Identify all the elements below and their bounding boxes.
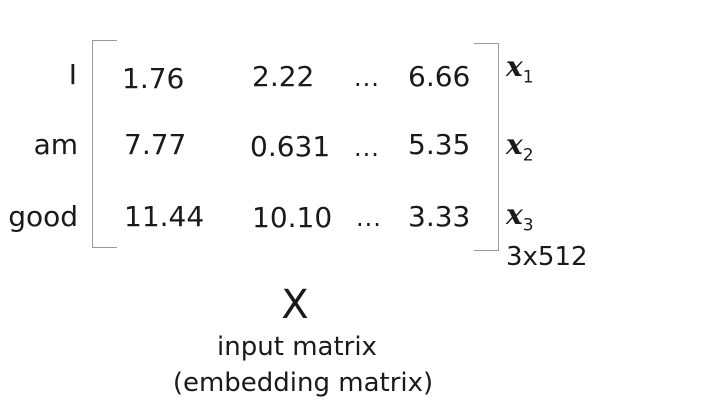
row-label-good: good <box>8 200 78 233</box>
row-label-am: am <box>33 128 78 161</box>
cell-r2-ellipsis: ... <box>354 134 380 162</box>
cell-r2-c1: 7.77 <box>124 128 187 161</box>
matrix-dimensions: 3x512 <box>506 242 588 272</box>
matrix-symbol: X <box>281 282 309 328</box>
right-bracket <box>474 43 499 251</box>
row-vector-x2: x2 <box>506 128 534 166</box>
cell-r2-c2: 0.631 <box>250 130 331 163</box>
cell-r1-c512: 6.66 <box>408 60 471 93</box>
row-vector-x3: x3 <box>506 198 534 236</box>
cell-r3-c2: 10.10 <box>252 201 333 234</box>
row-label-i: I <box>68 58 77 91</box>
cell-r1-c1: 1.76 <box>122 62 185 95</box>
cell-r3-c1: 11.44 <box>124 200 205 233</box>
left-bracket <box>92 40 117 248</box>
cell-r1-c2: 2.22 <box>252 60 315 93</box>
cell-r2-c512: 5.35 <box>408 128 471 161</box>
cell-r3-c512: 3.33 <box>408 200 471 233</box>
caption-line-1: input matrix <box>217 332 377 362</box>
cell-r3-ellipsis: ... <box>356 204 382 232</box>
caption-line-2: (embedding matrix) <box>172 368 434 398</box>
cell-r1-ellipsis: ... <box>354 64 380 92</box>
row-vector-x1: x1 <box>506 50 534 88</box>
